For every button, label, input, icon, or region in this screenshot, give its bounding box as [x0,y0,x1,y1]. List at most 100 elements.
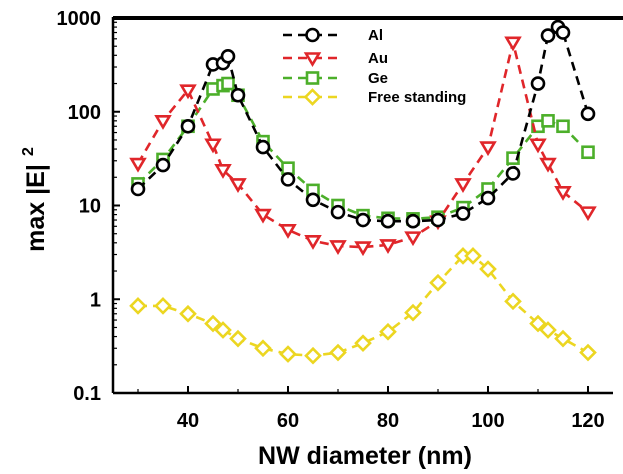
x-tick-label: 60 [277,410,299,432]
x-tick-label: 100 [471,410,504,432]
data-point-al [555,25,571,40]
data-point-al [330,204,346,220]
data-point-free-standing [304,346,322,365]
data-point-au [529,138,547,154]
data-point-free-standing [154,297,172,315]
data-point-au [354,241,372,257]
data-point-free-standing [354,334,372,353]
data-point-free-standing [279,345,297,363]
x-tick-label: 80 [377,410,399,432]
data-point-free-standing [479,260,497,278]
x-tick-label: 40 [177,410,199,432]
x-tick-label: 120 [571,410,604,432]
data-point-free-standing [504,292,522,311]
y-axis-title: max |E| 2 [20,147,50,252]
data-point-ge [556,119,570,134]
legend-item-al: Al [283,27,383,44]
data-point-al [455,206,471,221]
y-tick-label: 0.1 [73,383,101,405]
data-point-free-standing [429,273,447,292]
data-point-au [279,224,297,239]
data-point-free-standing [229,329,247,348]
data-point-au [479,141,497,157]
data-point-al [305,192,321,208]
data-point-al [130,181,146,197]
legend-label-free-standing: Free standing [368,89,466,106]
data-point-free-standing [214,321,232,339]
data-point-au [129,157,147,173]
data-point-au [379,239,397,254]
data-point-au [579,206,597,222]
data-point-au [504,36,522,52]
data-point-al [530,76,546,91]
data-point-au [329,240,347,256]
data-point-al [380,213,396,229]
data-point-ge [281,161,295,175]
data-point-free-standing [539,321,557,339]
data-point-au [254,208,272,224]
data-point-free-standing [329,343,347,362]
data-point-free-standing [529,314,547,333]
series-line-free-standing [138,254,589,358]
data-point-au [539,157,557,173]
data-point-au [214,164,232,179]
data-point-al [355,212,371,228]
data-point-free-standing [179,304,197,323]
legend-marker-au [303,52,322,68]
series-ge [131,76,595,226]
legend-marker-free-standing [303,88,322,106]
data-point-au [154,115,172,130]
series-free-standing [129,247,597,365]
data-point-free-standing [129,297,147,315]
data-point-au [229,178,247,193]
data-point-al [255,139,271,155]
data-point-free-standing [579,343,597,362]
legend-marker-al [305,27,320,43]
data-point-au [404,231,422,247]
legend-item-free-standing: Free standing [283,88,466,106]
data-point-free-standing [204,314,222,333]
data-point-al [580,106,596,122]
legend-item-ge: Ge [283,70,388,87]
y-tick-label: 1000 [57,8,102,30]
data-point-al [230,87,246,103]
x-axis-title: NW diameter (nm) [258,442,472,470]
data-point-al [505,166,521,181]
legend-marker-ge [305,71,320,85]
data-point-free-standing [404,303,422,322]
legend: Al Au Ge Free standing [283,27,466,106]
data-point-al [180,118,196,134]
y-axis-title-text: max |E| [22,164,50,252]
series-al [130,19,596,229]
data-point-free-standing [464,247,482,265]
data-point-ge [581,145,595,160]
y-tick-label: 1 [90,289,101,311]
series-layer [129,19,597,365]
series-line-al [137,25,590,223]
data-point-al [280,172,296,187]
data-point-al [480,190,496,206]
data-point-free-standing [554,329,572,348]
data-point-au [179,84,197,100]
data-point-au [304,235,322,250]
data-point-al [430,212,446,228]
legend-label-al: Al [368,27,383,44]
data-point-free-standing [379,322,397,341]
y-axis-title-superscript: 2 [20,147,37,156]
data-point-free-standing [254,339,272,358]
data-point-ge [221,76,235,91]
y-tick-label: 100 [68,102,101,124]
data-point-al [220,49,236,64]
data-point-au [454,178,472,193]
legend-item-au: Au [283,50,388,68]
y-tick-label: 10 [79,196,101,218]
data-point-al [155,157,171,173]
legend-label-ge: Ge [368,70,388,87]
data-point-al [540,28,556,43]
axis-labels: NW diameter (nm) max |E| 2 [20,147,472,470]
data-point-ge [541,114,555,128]
data-point-au [204,138,222,154]
series-line-ge [137,81,589,221]
legend-label-au: Au [368,50,388,67]
